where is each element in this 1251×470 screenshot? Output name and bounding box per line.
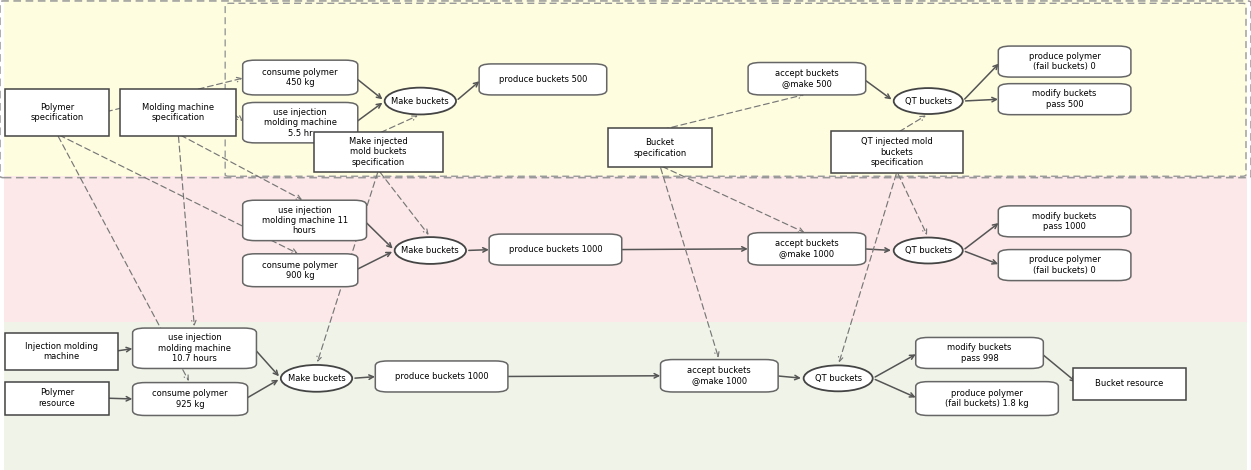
FancyBboxPatch shape — [243, 102, 358, 143]
FancyBboxPatch shape — [5, 333, 118, 370]
FancyBboxPatch shape — [133, 328, 256, 368]
FancyBboxPatch shape — [375, 361, 508, 392]
FancyBboxPatch shape — [133, 383, 248, 415]
FancyBboxPatch shape — [998, 250, 1131, 281]
Circle shape — [803, 365, 873, 392]
Circle shape — [893, 237, 963, 264]
Text: produce buckets 1000: produce buckets 1000 — [395, 372, 488, 381]
Text: produce polymer
(fail buckets) 0: produce polymer (fail buckets) 0 — [1028, 52, 1101, 71]
Text: modify buckets
pass 1000: modify buckets pass 1000 — [1032, 212, 1097, 231]
FancyBboxPatch shape — [243, 254, 358, 287]
FancyBboxPatch shape — [661, 360, 778, 392]
Text: consume polymer
925 kg: consume polymer 925 kg — [153, 389, 228, 409]
Text: QT buckets: QT buckets — [814, 374, 862, 383]
FancyBboxPatch shape — [5, 89, 109, 136]
FancyBboxPatch shape — [5, 382, 109, 415]
Text: Make buckets: Make buckets — [288, 374, 345, 383]
Text: Molding machine
specification: Molding machine specification — [143, 102, 214, 122]
FancyBboxPatch shape — [4, 176, 1247, 322]
Text: accept buckets
@make 1000: accept buckets @make 1000 — [776, 239, 838, 258]
FancyBboxPatch shape — [479, 64, 607, 95]
Text: accept buckets
@make 1000: accept buckets @make 1000 — [688, 366, 751, 385]
Text: accept buckets
@make 500: accept buckets @make 500 — [776, 69, 838, 88]
FancyBboxPatch shape — [608, 128, 712, 167]
Text: Make buckets: Make buckets — [402, 246, 459, 255]
FancyBboxPatch shape — [314, 132, 443, 172]
FancyBboxPatch shape — [243, 200, 367, 241]
Text: modify buckets
pass 500: modify buckets pass 500 — [1032, 89, 1097, 109]
Text: produce buckets 1000: produce buckets 1000 — [509, 245, 602, 254]
Text: use injection
molding machine
10.7 hours: use injection molding machine 10.7 hours — [158, 333, 231, 363]
FancyBboxPatch shape — [998, 84, 1131, 115]
Text: Bucket
specification: Bucket specification — [633, 138, 687, 157]
Text: consume polymer
900 kg: consume polymer 900 kg — [263, 260, 338, 280]
Text: QT injected mold
buckets
specification: QT injected mold buckets specification — [861, 137, 933, 167]
FancyBboxPatch shape — [4, 0, 1247, 176]
Text: Bucket resource: Bucket resource — [1096, 379, 1163, 389]
FancyBboxPatch shape — [1073, 368, 1186, 400]
Text: use injection
molding machine
5.5 hr: use injection molding machine 5.5 hr — [264, 108, 337, 138]
Text: Make injected
mold buckets
specification: Make injected mold buckets specification — [349, 137, 408, 167]
Text: produce buckets 500: produce buckets 500 — [499, 75, 587, 84]
FancyBboxPatch shape — [243, 60, 358, 95]
Circle shape — [893, 88, 963, 114]
Text: Polymer
resource: Polymer resource — [39, 388, 75, 408]
FancyBboxPatch shape — [120, 89, 236, 136]
FancyBboxPatch shape — [998, 46, 1131, 77]
FancyBboxPatch shape — [916, 382, 1058, 415]
FancyBboxPatch shape — [831, 131, 963, 173]
Circle shape — [280, 365, 353, 392]
FancyBboxPatch shape — [916, 337, 1043, 368]
Text: QT buckets: QT buckets — [904, 246, 952, 255]
Text: modify buckets
pass 998: modify buckets pass 998 — [947, 343, 1012, 363]
FancyBboxPatch shape — [748, 233, 866, 265]
Text: Injection molding
machine: Injection molding machine — [25, 342, 98, 361]
Text: Polymer
specification: Polymer specification — [30, 102, 84, 122]
Text: produce polymer
(fail buckets) 1.8 kg: produce polymer (fail buckets) 1.8 kg — [946, 389, 1028, 408]
Text: QT buckets: QT buckets — [904, 96, 952, 106]
FancyBboxPatch shape — [4, 322, 1247, 470]
Text: consume polymer
450 kg: consume polymer 450 kg — [263, 68, 338, 87]
Circle shape — [394, 237, 467, 264]
FancyBboxPatch shape — [489, 234, 622, 265]
Text: Make buckets: Make buckets — [392, 96, 449, 106]
FancyBboxPatch shape — [748, 63, 866, 95]
FancyBboxPatch shape — [998, 206, 1131, 237]
Circle shape — [384, 87, 457, 115]
Text: produce polymer
(fail buckets) 0: produce polymer (fail buckets) 0 — [1028, 255, 1101, 275]
Text: use injection
molding machine 11
hours: use injection molding machine 11 hours — [261, 205, 348, 235]
